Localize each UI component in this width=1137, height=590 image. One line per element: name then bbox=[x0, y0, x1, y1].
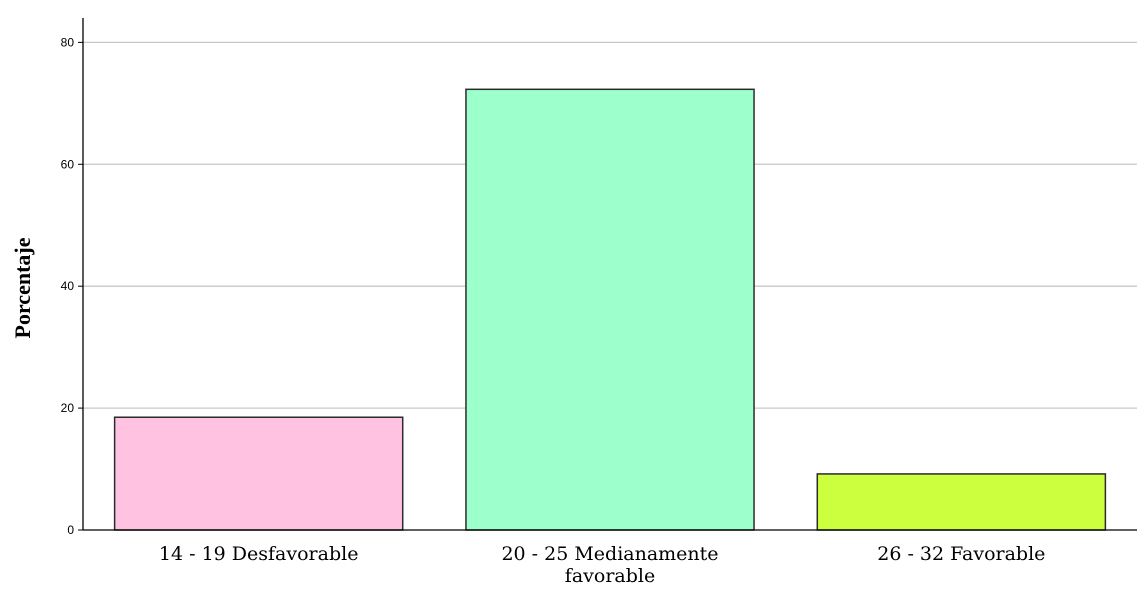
y-tick-label: 60 bbox=[61, 157, 75, 171]
x-category-label-line: 20 - 25 Medianamente bbox=[501, 543, 718, 565]
y-tick-labels: 0 20 40 60 80 bbox=[61, 35, 75, 537]
y-tick-label: 40 bbox=[61, 279, 75, 293]
x-category-label-line: favorable bbox=[565, 565, 655, 587]
bar bbox=[816, 473, 1107, 531]
bar bbox=[465, 88, 755, 531]
x-category-labels: 14 - 19 Desfavorable 20 - 25 Medianamente… bbox=[159, 543, 1046, 587]
y-tick-label: 80 bbox=[61, 35, 75, 49]
x-category-label-line: 26 - 32 Favorable bbox=[877, 543, 1045, 565]
y-axis-title: Porcentaje bbox=[10, 237, 35, 338]
y-tick-label: 0 bbox=[67, 523, 74, 537]
x-category-label: 26 - 32 Favorable bbox=[877, 543, 1045, 565]
bars bbox=[113, 88, 1107, 531]
bar bbox=[113, 416, 404, 531]
axes bbox=[78, 18, 1137, 531]
x-category-label: 20 - 25 Medianamente favorable bbox=[501, 543, 718, 587]
x-category-label: 14 - 19 Desfavorable bbox=[159, 543, 359, 565]
x-category-label-line: 14 - 19 Desfavorable bbox=[159, 543, 359, 565]
y-tick-label: 20 bbox=[61, 401, 75, 415]
